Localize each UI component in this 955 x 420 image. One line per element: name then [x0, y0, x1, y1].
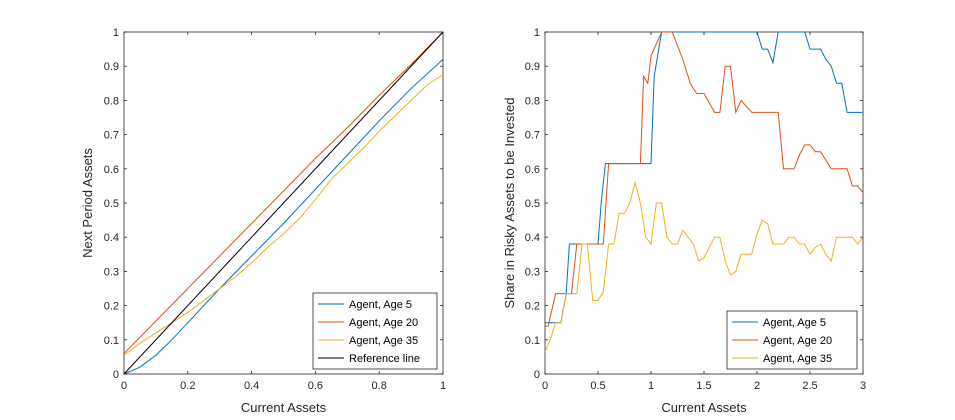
x-tick-label: 0.4 [244, 380, 259, 392]
y-tick-label: 0 [534, 369, 540, 381]
y-tick-label: 0.9 [104, 61, 119, 73]
legend: Agent, Age 5 Agent, Age 20 Agent, Age 35 Re… [312, 292, 438, 370]
x-tick-label: 0 [542, 380, 548, 392]
y-tick-label: 0.6 [104, 164, 119, 176]
legend-entry: Reference line [349, 353, 420, 365]
x-tick-label: 0.5 [590, 380, 605, 392]
y-tick-label: 1 [534, 27, 540, 39]
x-tick-label: 0.8 [372, 380, 387, 392]
y-tick-label: 0.2 [525, 301, 540, 313]
x-axis-label: Current Assets [241, 400, 327, 415]
y-tick-label: 0.3 [525, 266, 540, 278]
y-tick-label: 0.5 [525, 198, 540, 210]
x-tick-label: 2 [754, 380, 760, 392]
series-line-age35 [545, 180, 863, 352]
y-tick-label: 0.1 [525, 335, 540, 347]
x-tick-label: 0 [121, 380, 127, 392]
y-tick-label: 0.4 [104, 232, 119, 244]
y-tick-label: 0.1 [104, 335, 119, 347]
y-tick-label: 0.9 [525, 61, 540, 73]
legend-entry: Agent, Age 20 [349, 317, 418, 329]
series-line-age5 [545, 32, 863, 324]
series-line-age20 [124, 32, 443, 354]
x-tick-label: 1 [648, 380, 654, 392]
right-chart-panel: 0 0.5 1 1.5 2 2.5 3 0 0.1 0.2 0.3 0.4 0.5 0.6 0.7 0.8 0.… [502, 27, 866, 415]
y-tick-label: 0.6 [525, 164, 540, 176]
legend: Agent, Age 5 Agent, Age 20 Agent, Age 35 [726, 310, 858, 370]
legend-entry: Agent, Age 35 [349, 335, 418, 347]
y-tick-label: 0.3 [104, 266, 119, 278]
legend-box [312, 292, 438, 370]
x-tick-label: 3 [860, 380, 866, 392]
legend-entry: Agent, Age 35 [763, 353, 832, 365]
x-axis-label: Current Assets [661, 400, 747, 415]
x-tick-label: 0.6 [308, 380, 323, 392]
y-tick-label: 0.4 [525, 232, 540, 244]
y-axis-label: Share in Risky Assets to be Invested [502, 98, 517, 309]
series-line-reference [124, 32, 443, 374]
y-axis-label: Next Period Assets [80, 148, 95, 258]
y-tick-label: 1 [113, 27, 119, 39]
y-tick-label: 0.8 [104, 95, 119, 107]
legend-entry: Agent, Age 5 [349, 299, 412, 311]
y-tick-label: 0.2 [104, 301, 119, 313]
x-tick-label: 1 [440, 380, 446, 392]
left-chart-panel: 0 0.2 0.4 0.6 0.8 1 0 0.1 0.2 0.3 0.4 0.5 0.6 0.7 0.8 0… [80, 27, 446, 415]
x-tick-label: 2.5 [802, 380, 817, 392]
y-tick-label: 0.8 [525, 95, 540, 107]
x-tick-label: 1.5 [696, 380, 711, 392]
y-tick-label: 0.7 [525, 130, 540, 142]
series-line-age5 [124, 58, 443, 374]
y-tick-label: 0.7 [104, 130, 119, 142]
series-line-age20 [545, 32, 863, 327]
y-tick-label: 0.5 [104, 198, 119, 210]
y-tick-label: 0 [113, 369, 119, 381]
x-tick-label: 0.2 [180, 380, 195, 392]
legend-entry: Agent, Age 20 [763, 335, 832, 347]
legend-entry: Agent, Age 5 [763, 317, 826, 329]
series-line-age35 [124, 74, 443, 356]
